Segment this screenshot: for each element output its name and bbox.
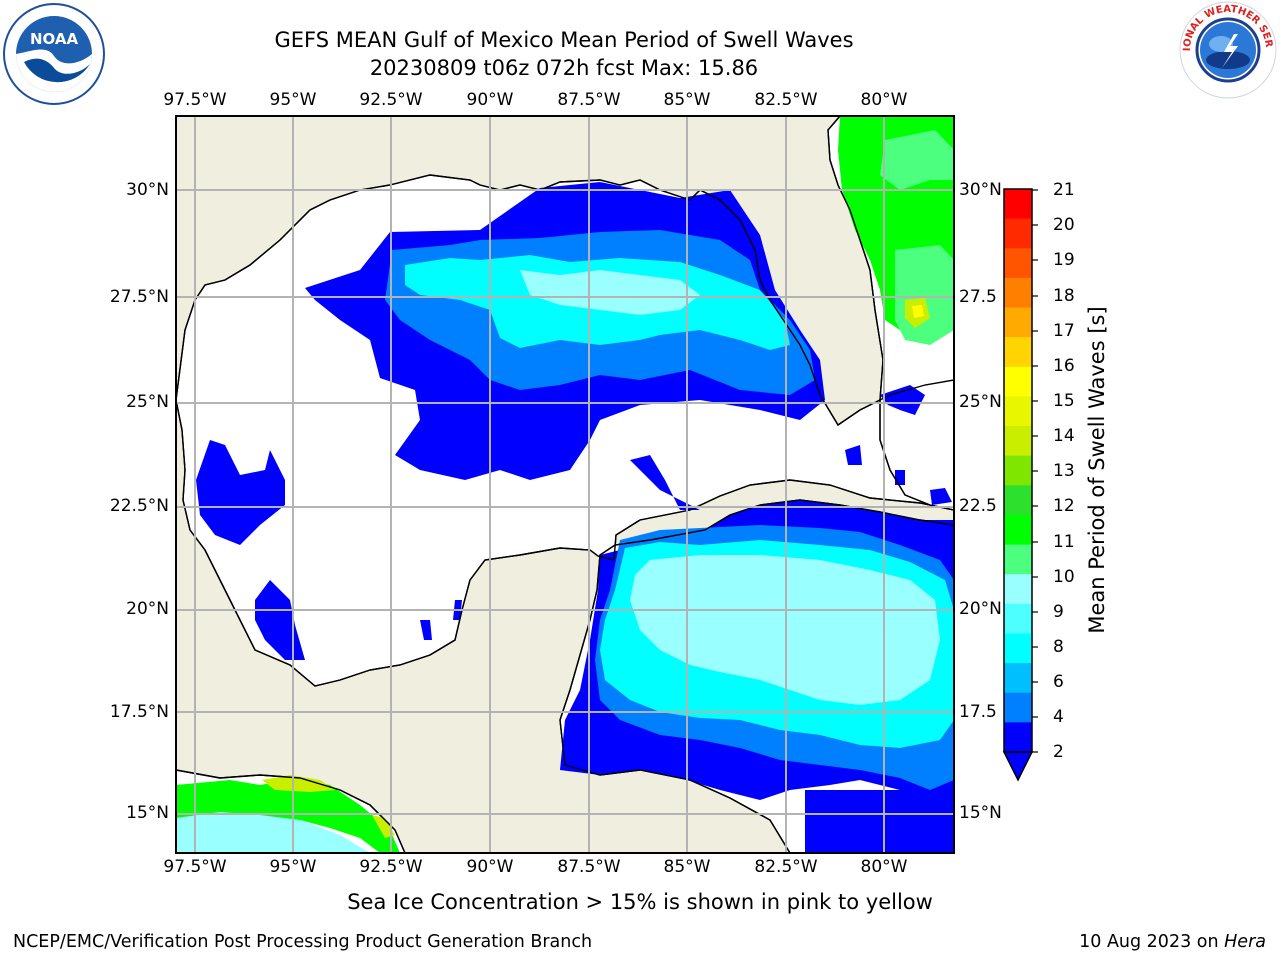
lon-label-top: 80°W xyxy=(860,90,908,110)
lat-label-right: 27.5 xyxy=(959,287,997,307)
lon-label-bottom: 82.5°W xyxy=(754,857,818,877)
colorbar-tick-label: 20 xyxy=(1053,215,1075,235)
colorbar-swatch xyxy=(1004,692,1032,723)
colorbar-swatch xyxy=(1004,544,1032,575)
colorbar-swatch xyxy=(1004,455,1032,486)
colorbar-tick-label: 2 xyxy=(1053,742,1064,762)
colorbar-tick-label: 18 xyxy=(1053,286,1075,306)
colorbar-swatch xyxy=(1004,633,1032,664)
lon-label-bottom: 92.5°W xyxy=(359,857,423,877)
colorbar xyxy=(1002,188,1038,782)
lat-label-left: 25°N xyxy=(126,392,169,412)
colorbar-tick-label: 6 xyxy=(1053,672,1064,692)
lon-label-bottom: 90°W xyxy=(466,857,514,877)
colorbar-swatch xyxy=(1004,307,1032,338)
lon-label-top: 97.5°W xyxy=(163,90,227,110)
colorbar-swatch xyxy=(1004,248,1032,279)
lon-label-top: 92.5°W xyxy=(359,90,423,110)
lat-label-right: 30°N xyxy=(959,180,1002,200)
lat-label-right: 20°N xyxy=(959,599,1002,619)
graticule xyxy=(176,116,954,853)
colorbar-swatch xyxy=(1004,514,1032,546)
colorbar-swatch xyxy=(1004,277,1032,309)
lon-label-top: 95°W xyxy=(269,90,317,110)
sea-ice-note: Sea Ice Concentration > 15% is shown in … xyxy=(347,890,933,914)
colorbar-tick-label: 15 xyxy=(1053,391,1075,411)
lon-label-bottom: 97.5°W xyxy=(163,857,227,877)
lon-label-top: 87.5°W xyxy=(557,90,621,110)
colorbar-tick-label: 16 xyxy=(1053,356,1075,376)
colorbar-swatch xyxy=(1004,722,1032,753)
map-frame xyxy=(175,115,955,854)
lat-label-left: 20°N xyxy=(126,599,169,619)
lat-label-left: 22.5°N xyxy=(109,496,169,516)
lon-label-bottom: 80°W xyxy=(860,857,908,877)
swell-15-16s xyxy=(912,305,924,318)
lat-label-right: 25°N xyxy=(959,392,1002,412)
lon-label-bottom: 85°W xyxy=(663,857,711,877)
footer-left: NCEP/EMC/Verification Post Processing Pr… xyxy=(13,932,593,952)
colorbar-swatch xyxy=(1004,366,1032,398)
colorbar-swatch xyxy=(1004,337,1032,368)
map-subtitle: 20230809 t06z 072h fcst Max: 15.86 xyxy=(369,56,759,80)
colorbar-swatch xyxy=(1004,574,1032,605)
lat-label-left: 15°N xyxy=(126,803,169,823)
svg-text:NOAA: NOAA xyxy=(30,30,79,48)
lat-label-left: 27.5°N xyxy=(109,287,169,307)
lon-label-top: 85°W xyxy=(663,90,711,110)
colorbar-tick-label: 10 xyxy=(1053,567,1075,587)
colorbar-tick-label: 13 xyxy=(1053,461,1075,481)
lat-label-right: 17.5 xyxy=(959,702,997,722)
lat-label-left: 17.5°N xyxy=(109,702,169,722)
lon-label-top: 90°W xyxy=(466,90,514,110)
colorbar-tick-label: 19 xyxy=(1053,250,1075,270)
colorbar-swatch xyxy=(1004,396,1032,427)
footer-right: 10 Aug 2023 on Hera xyxy=(1079,932,1266,952)
lon-label-bottom: 87.5°W xyxy=(557,857,621,877)
lat-label-right: 22.5 xyxy=(959,496,997,516)
noaa-logo: NOAA xyxy=(3,3,105,105)
colorbar-swatch xyxy=(1004,189,1032,220)
colorbar-extend-arrow xyxy=(1002,751,1034,782)
colorbar-tick-label: 14 xyxy=(1053,426,1075,446)
lon-label-bottom: 95°W xyxy=(269,857,317,877)
colorbar-swatch xyxy=(1004,218,1032,249)
colorbar-tick-label: 17 xyxy=(1053,321,1075,341)
colorbar-swatch xyxy=(1004,426,1032,457)
lat-label-left: 30°N xyxy=(126,180,169,200)
colorbar-tick-label: 21 xyxy=(1053,180,1075,200)
colorbar-swatch xyxy=(1004,663,1032,694)
footer-date: 10 Aug 2023 on xyxy=(1079,932,1225,952)
lat-label-right: 15°N xyxy=(959,803,1002,823)
colorbar-swatch xyxy=(1004,603,1032,635)
map-title: GEFS MEAN Gulf of Mexico Mean Period of … xyxy=(274,28,854,52)
colorbar-title: Mean Period of Swell Waves [s] xyxy=(1085,306,1109,634)
footer-host: Hera xyxy=(1224,932,1266,952)
colorbar-tick-label: 8 xyxy=(1053,637,1064,657)
colorbar-tick-label: 11 xyxy=(1053,532,1075,552)
colorbar-tick-label: 4 xyxy=(1053,707,1064,727)
colorbar-tick-label: 9 xyxy=(1053,602,1064,622)
lon-label-top: 82.5°W xyxy=(754,90,818,110)
colorbar-swatch xyxy=(1004,485,1032,516)
colorbar-tick-label: 12 xyxy=(1053,496,1075,516)
nws-logo: NATIONAL WEATHER SERVICE xyxy=(1176,0,1277,99)
